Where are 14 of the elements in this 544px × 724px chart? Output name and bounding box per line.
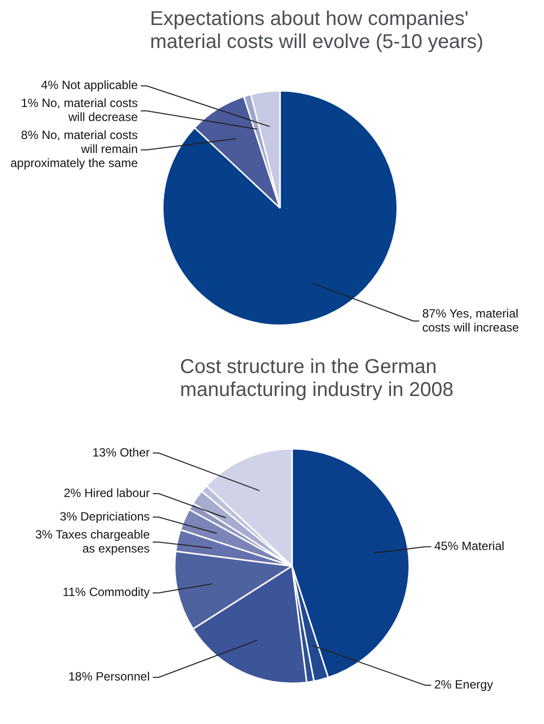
slice-label: 2% Energy [434, 678, 493, 692]
slice-label: 3% Taxes chargeable as expenses [35, 527, 150, 556]
slice-label: 11% Commodity [62, 585, 150, 600]
slice-label: 3% Depriciations [60, 509, 150, 524]
slice-label: 4% Not applicable [41, 78, 138, 92]
chart-title: Expectations about how companies' material costs will evolve (5-10 years) [150, 7, 484, 54]
slice-label: 45% Material [434, 539, 504, 554]
slice-label: 8% No, material costs will remain approximately the same [10, 128, 138, 170]
slice-label: 1% No, material costs will decrease [21, 96, 138, 124]
slice-label: 13% Other [92, 445, 150, 460]
chart-title: Cost structure in the German manufacturing industry in 2008 [180, 355, 454, 402]
slice-label: 2% Hired labour [64, 486, 150, 500]
slice-label: 18% Personnel [68, 670, 150, 684]
slice-label: 87% Yes, material costs will increase [422, 306, 520, 334]
